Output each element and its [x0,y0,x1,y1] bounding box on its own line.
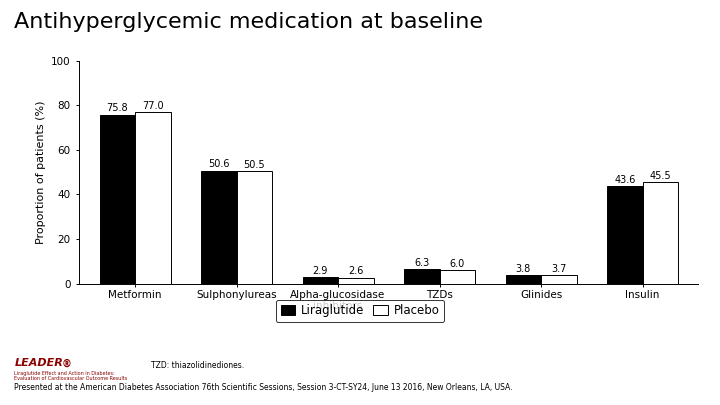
Text: 45.5: 45.5 [649,171,671,181]
Text: Antihyperglycemic medication at baseline: Antihyperglycemic medication at baseline [14,12,483,32]
Bar [201,171,237,284]
Text: LEADER: LEADER [14,358,63,369]
Text: 6.3: 6.3 [414,258,429,268]
Text: 6.0: 6.0 [450,259,465,269]
Bar [404,269,439,283]
Text: 50.5: 50.5 [243,160,265,170]
Text: 43.6: 43.6 [614,175,636,185]
Text: 3.7: 3.7 [551,264,567,274]
Text: ®: ® [61,358,71,369]
Text: TZD: thiazolidinediones.: TZD: thiazolidinediones. [151,361,244,370]
Legend: Liraglutide, Placebo: Liraglutide, Placebo [276,300,444,322]
Text: 2.9: 2.9 [312,266,328,276]
Text: 50.6: 50.6 [208,160,230,169]
Bar [338,278,374,284]
Bar [135,112,171,284]
Text: 2.6: 2.6 [348,266,364,276]
Bar [237,171,272,284]
Text: 77.0: 77.0 [142,101,163,111]
Bar [607,186,642,284]
Text: Presented at the American Diabetes Association 76th Scientific Sessions, Session: Presented at the American Diabetes Assoc… [14,383,513,392]
Bar [541,275,577,284]
Y-axis label: Proportion of patients (%): Proportion of patients (%) [36,100,45,244]
Bar [99,115,135,284]
Text: 75.8: 75.8 [107,103,128,113]
Bar [505,275,541,283]
Text: 3.8: 3.8 [516,264,531,274]
Bar [439,270,475,283]
Bar [642,182,678,284]
Bar [302,277,338,284]
Text: Liraglutide Effect and Action in Diabetes:
Evaluation of Cardiovascular Outcome : Liraglutide Effect and Action in Diabete… [14,371,127,382]
